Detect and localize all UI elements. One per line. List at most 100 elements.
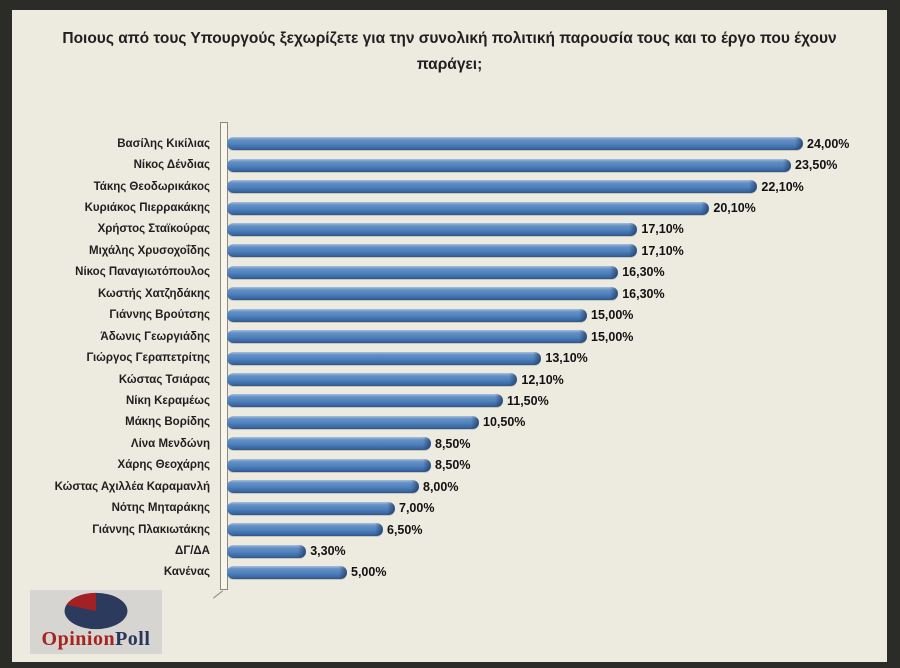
bar-track: 23,50% <box>220 158 881 172</box>
value-label: 10,50% <box>483 415 526 430</box>
bar <box>227 458 431 472</box>
bar-track: 16,30% <box>220 265 881 279</box>
value-label: 15,00% <box>591 329 634 344</box>
bar-track: 3,30% <box>220 544 881 558</box>
bar-row: Γιάννης Βρούτσης 15,00% <box>18 305 881 326</box>
category-label: Νότης Μηταράκης <box>111 502 210 515</box>
value-label: 8,00% <box>423 479 459 494</box>
bar-track: 13,10% <box>220 351 881 365</box>
value-label: 8,50% <box>435 458 471 473</box>
value-label: 20,10% <box>713 201 756 216</box>
bar <box>227 437 431 451</box>
value-label: 8,50% <box>435 436 471 451</box>
value-label: 13,10% <box>545 351 588 366</box>
bar-track: 10,50% <box>220 415 881 429</box>
bar-chart: Βασίλης Κικίλιας 24,00% Νίκος Δένδιας 23,50… <box>18 133 881 583</box>
bar <box>227 180 758 194</box>
bar-track: 8,00% <box>220 480 881 494</box>
value-label: 7,00% <box>399 501 435 516</box>
logo-word-poll: Poll <box>115 628 151 650</box>
category-label: Τάκης Θεοδωρικάκος <box>93 180 210 193</box>
category-label: Γιάννης Πλακιωτάκης <box>92 523 210 536</box>
bar-track: 24,00% <box>220 137 881 151</box>
bar-row: Κωστής Χατζηδάκης 16,30% <box>18 283 881 304</box>
category-label: Νίκος Δένδιας <box>133 159 210 172</box>
value-label: 16,30% <box>622 265 665 280</box>
bar <box>227 501 395 515</box>
category-label: Γιώργος Γεραπετρίτης <box>86 352 210 365</box>
category-label: Κώστας Τσιάρας <box>118 373 210 386</box>
bar-row: Κυριάκος Πιερρακάκης 20,10% <box>18 197 881 218</box>
bar-track: 17,10% <box>220 244 881 258</box>
bar <box>227 415 479 429</box>
bar-track: 8,50% <box>220 458 881 472</box>
bar-row: Κανένας 5,00% <box>18 562 881 583</box>
category-label: Νίκος Παναγιωτόπουλος <box>75 266 210 279</box>
bar-track: 17,10% <box>220 222 881 236</box>
bar-track: 22,10% <box>220 180 881 194</box>
bar <box>227 351 542 365</box>
opinionpoll-logo: OpinionPoll <box>30 590 162 654</box>
bar-track: 6,50% <box>220 523 881 537</box>
bar-track: 12,10% <box>220 373 881 387</box>
bar-row: Άδωνις Γεωργιάδης 15,00% <box>18 326 881 347</box>
value-label: 12,10% <box>521 372 564 387</box>
bar-track: 16,30% <box>220 287 881 301</box>
value-label: 17,10% <box>641 222 684 237</box>
bar-row: Γιώργος Γεραπετρίτης 13,10% <box>18 347 881 368</box>
bar <box>227 287 619 301</box>
bar <box>227 373 518 387</box>
bar <box>227 222 638 236</box>
value-label: 16,30% <box>622 286 665 301</box>
bar <box>227 544 307 558</box>
bar-track: 11,50% <box>220 394 881 408</box>
bar-track: 20,10% <box>220 201 881 215</box>
category-label: Νίκη Κεραμέως <box>126 394 210 407</box>
bar <box>227 523 383 537</box>
category-label: Άδωνις Γεωργιάδης <box>100 330 210 343</box>
bar <box>227 158 791 172</box>
bar-row: Νίκη Κεραμέως 11,50% <box>18 390 881 411</box>
value-label: 3,30% <box>310 544 346 559</box>
value-label: 17,10% <box>641 243 684 258</box>
category-label: Βασίλης Κικίλιας <box>117 137 210 150</box>
bar <box>227 244 638 258</box>
bar-track: 5,00% <box>220 565 881 579</box>
value-label: 11,50% <box>507 393 549 408</box>
bar <box>227 137 803 151</box>
bar <box>227 565 347 579</box>
bar-track: 15,00% <box>220 330 881 344</box>
bar-row: Κώστας Αχιλλέα Καραμανλή 8,00% <box>18 476 881 497</box>
bar-row: ΔΓ/ΔΑ 3,30% <box>18 540 881 561</box>
category-label: Κανένας <box>163 566 210 579</box>
value-label: 15,00% <box>591 308 634 323</box>
bar-row: Κώστας Τσιάρας 12,10% <box>18 369 881 390</box>
bar-row: Νίκος Δένδιας 23,50% <box>18 154 881 175</box>
bar-track: 8,50% <box>220 437 881 451</box>
chart-canvas: Ποιους από τους Υπουργούς ξεχωρίζετε για… <box>12 10 887 662</box>
category-label: Λίνα Μενδώνη <box>130 437 210 450</box>
bar-row: Γιάννης Πλακιωτάκης 6,50% <box>18 519 881 540</box>
logo-word-opinion: Opinion <box>41 628 116 650</box>
bar-track: 15,00% <box>220 308 881 322</box>
category-label: Κυριάκος Πιερρακάκης <box>84 202 210 215</box>
category-label: Χρήστος Σταϊκούρας <box>97 223 210 236</box>
bar <box>227 265 619 279</box>
pie-chart-logo-icon <box>64 592 128 630</box>
value-label: 6,50% <box>387 522 423 537</box>
bar <box>227 308 587 322</box>
chart-title: Ποιους από τους Υπουργούς ξεχωρίζετε για… <box>62 30 837 73</box>
bar <box>227 330 587 344</box>
value-label: 23,50% <box>795 158 838 173</box>
category-label: Μιχάλης Χρυσοχοΐδης <box>88 244 210 257</box>
category-label: Κώστας Αχιλλέα Καραμανλή <box>54 480 210 493</box>
value-label: 22,10% <box>761 179 804 194</box>
category-label: Μάκης Βορίδης <box>125 416 210 429</box>
value-label: 24,00% <box>807 136 850 151</box>
bar-row: Μάκης Βορίδης 10,50% <box>18 412 881 433</box>
value-label: 5,00% <box>351 565 387 580</box>
bar-row: Χρήστος Σταϊκούρας 17,10% <box>18 219 881 240</box>
category-label: Γιάννης Βρούτσης <box>109 309 210 322</box>
bar <box>227 480 419 494</box>
